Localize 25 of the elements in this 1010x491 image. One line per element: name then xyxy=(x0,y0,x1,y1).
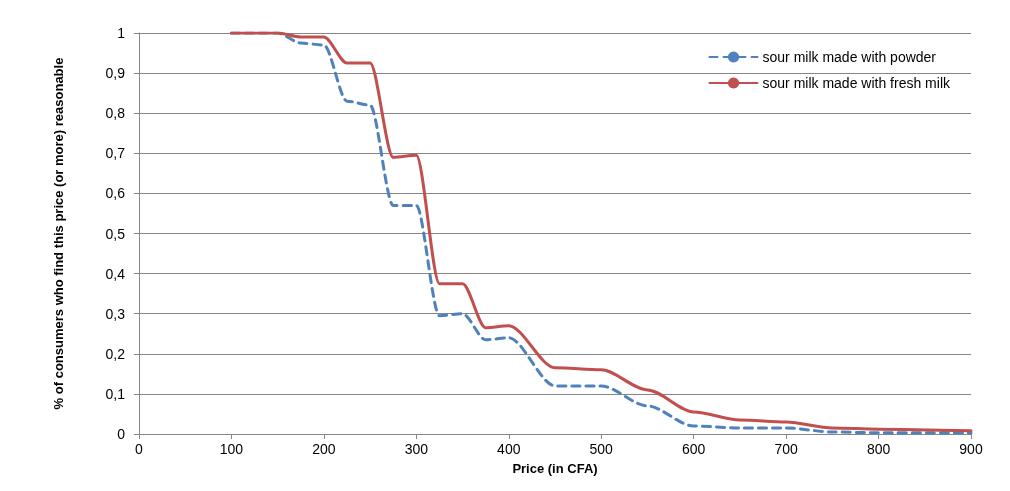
y-tick-label: 0,5 xyxy=(105,225,126,242)
y-tick-label: 0,1 xyxy=(105,385,126,402)
x-tick-label: 400 xyxy=(497,441,521,457)
y-tick-label: 1 xyxy=(117,25,126,41)
y-tick-label: 0 xyxy=(117,426,126,442)
legend-label: sour milk made with fresh milk xyxy=(762,75,951,91)
x-tick-label: 800 xyxy=(866,441,891,457)
y-axis-title: % of consumers who find this price (or more) reasonable xyxy=(51,57,66,410)
y-tick-label: 0,8 xyxy=(105,105,126,122)
x-tick-label: 200 xyxy=(312,441,336,457)
x-tick-label: 300 xyxy=(404,441,429,457)
y-tick-label: 0,2 xyxy=(105,345,126,362)
y-tick-label: 0,9 xyxy=(105,65,126,82)
x-tick-label: 600 xyxy=(681,441,706,457)
y-tick-label: 0,3 xyxy=(105,305,126,322)
y-tick-label: 0,4 xyxy=(105,265,126,282)
y-tick-label: 0,7 xyxy=(105,145,126,162)
x-tick-label: 100 xyxy=(219,441,244,457)
x-tick-label: 700 xyxy=(774,441,798,457)
x-tick-label: 0 xyxy=(135,441,144,457)
x-tick-label: 900 xyxy=(959,441,983,457)
legend-label: sour milk made with powder xyxy=(762,49,937,65)
x-axis-title: Price (in CFA) xyxy=(512,461,598,476)
x-tick-label: 500 xyxy=(589,441,614,457)
y-tick-label: 0,6 xyxy=(105,185,126,202)
